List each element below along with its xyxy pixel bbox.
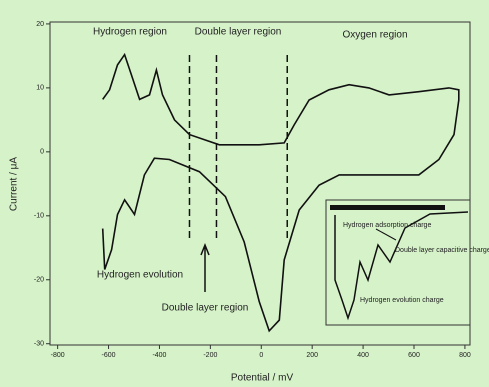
annotation: Hydrogen evolution charge (360, 297, 444, 304)
x-tick-label: 0 (259, 352, 263, 359)
annotation: Double layer region (195, 27, 282, 38)
inset-frame (325, 199, 471, 326)
inset-shade (330, 205, 445, 210)
x-tick-label: 800 (459, 352, 471, 359)
inset-arrow (375, 228, 397, 241)
arrow (200, 242, 210, 292)
annotation: Hydrogen evolution (97, 270, 183, 281)
x-tick-label: 200 (306, 352, 318, 359)
y-axis-title: Current / μA (9, 157, 20, 211)
inset-curve (334, 211, 469, 321)
annotation: Hydrogen adsorption charge (343, 222, 431, 229)
y-tick-label: 20 (36, 21, 44, 28)
y-tick-label: 0 (40, 149, 44, 156)
x-tick-label: -400 (152, 352, 166, 359)
x-tick-label: -600 (102, 352, 116, 359)
y-tick-label: -30 (34, 341, 44, 348)
y-tick-label: -10 (34, 213, 44, 220)
y-tick-label: -20 (34, 277, 44, 284)
annotation: Oxygen region (342, 30, 407, 41)
x-tick-label: 400 (357, 352, 369, 359)
x-tick-label: -800 (51, 352, 65, 359)
x-tick-label: 600 (408, 352, 420, 359)
annotation: Double layer capacitive charge (395, 247, 489, 254)
cv-curve (101, 52, 460, 333)
x-axis-title: Potential / mV (231, 373, 294, 384)
annotation: Double layer region (162, 303, 249, 314)
annotation: Hydrogen region (93, 27, 167, 38)
x-tick-label: -200 (203, 352, 217, 359)
inset (325, 199, 471, 326)
y-tick-label: 10 (36, 85, 44, 92)
